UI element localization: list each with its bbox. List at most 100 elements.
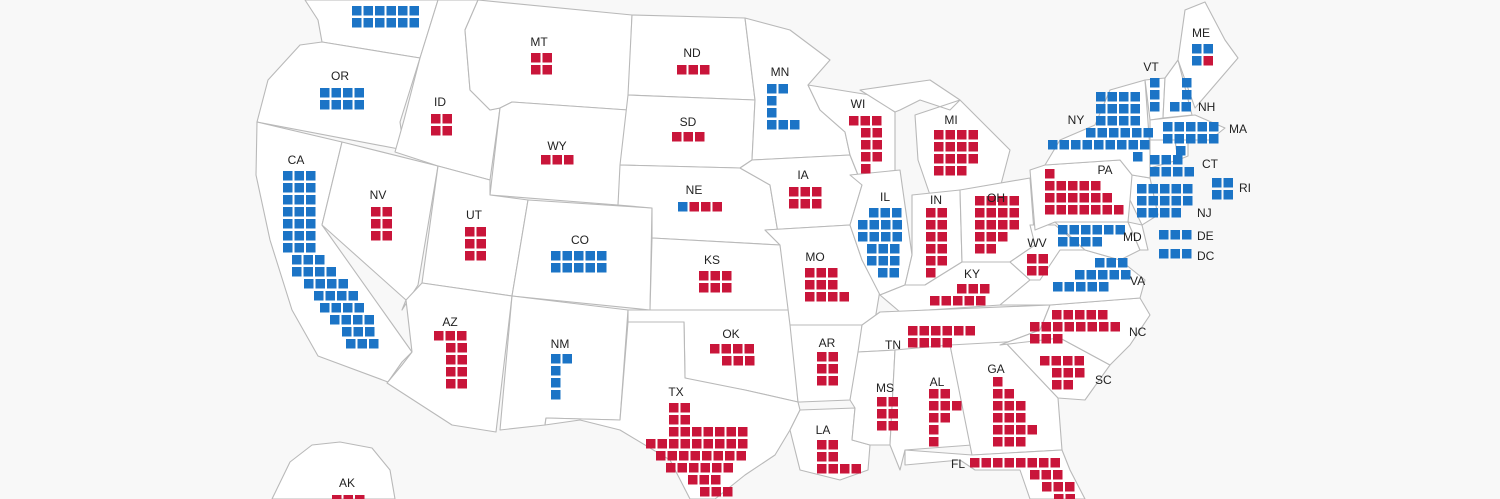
- electoral-vote-ma-dem: [1163, 134, 1173, 144]
- electoral-vote-ny-dem: [1086, 128, 1096, 138]
- electoral-vote-la-rep: [817, 464, 827, 474]
- electoral-vote-az-rep: [457, 379, 467, 389]
- electoral-vote-sd-rep: [683, 132, 693, 142]
- electoral-vote-ia-rep: [800, 199, 810, 209]
- electoral-vote-wa-dem: [409, 18, 419, 28]
- electoral-vote-vt-dem: [1150, 90, 1160, 100]
- electoral-vote-ma-dem: [1163, 122, 1173, 132]
- electoral-vote-nh-dem: [1181, 102, 1191, 112]
- electoral-vote-ut-rep: [476, 239, 486, 249]
- electoral-vote-al-rep: [929, 425, 939, 435]
- electoral-vote-tn-rep: [931, 338, 941, 348]
- electoral-vote-md-dem: [1092, 237, 1102, 247]
- electoral-vote-fl-rep: [1027, 458, 1037, 468]
- electoral-vote-ky-rep: [980, 284, 990, 294]
- electoral-vote-al-rep: [929, 413, 939, 423]
- electoral-vote-mo-rep: [805, 268, 815, 278]
- electoral-vote-mi-rep: [968, 130, 978, 140]
- electoral-vote-la-rep: [817, 440, 827, 450]
- electoral-vote-ca-dem: [283, 171, 293, 181]
- electoral-vote-ia-rep: [789, 187, 799, 197]
- electoral-vote-in-rep: [937, 220, 947, 230]
- electoral-vote-co-dem: [585, 263, 595, 273]
- electoral-vote-tx-rep: [700, 463, 710, 473]
- electoral-vote-mi-rep: [968, 154, 978, 164]
- electoral-vote-az-rep: [457, 343, 467, 353]
- electoral-vote-oh-rep: [975, 220, 985, 230]
- electoral-vote-ca-dem: [315, 255, 325, 265]
- electoral-vote-ri-dem: [1223, 178, 1233, 188]
- electoral-vote-fl-rep: [1053, 482, 1063, 492]
- electoral-vote-ok-rep: [722, 356, 732, 366]
- electoral-vote-md-dem: [1104, 225, 1114, 235]
- electoral-vote-pa-rep: [1045, 169, 1055, 179]
- electoral-vote-co-dem: [574, 263, 584, 273]
- electoral-vote-az-rep: [457, 367, 467, 377]
- electoral-vote-nj-dem: [1148, 184, 1158, 194]
- electoral-vote-ca-dem: [294, 243, 304, 253]
- state-label: SC: [1095, 373, 1112, 387]
- electoral-vote-nc-rep: [1030, 334, 1040, 344]
- electoral-vote-ga-rep: [1016, 401, 1026, 411]
- electoral-vote-me-dem: [1192, 44, 1202, 54]
- electoral-vote-pa-rep: [1045, 193, 1055, 203]
- electoral-vote-mi-rep: [945, 130, 955, 140]
- electoral-vote-mi-rep: [934, 142, 944, 152]
- electoral-vote-oh-rep: [1009, 208, 1019, 218]
- electoral-vote-nc-rep: [1087, 322, 1097, 332]
- electoral-vote-nm-dem: [551, 390, 561, 400]
- electoral-vote-wi-rep: [872, 116, 882, 126]
- electoral-vote-ny-dem: [1132, 128, 1142, 138]
- electoral-vote-wa-dem: [409, 6, 419, 16]
- electoral-vote-ny-dem: [1128, 140, 1138, 150]
- electoral-vote-ma-dem: [1174, 134, 1184, 144]
- electoral-vote-il-dem: [858, 232, 868, 242]
- electoral-vote-nc-rep: [1086, 310, 1096, 320]
- electoral-vote-wa-dem: [352, 18, 362, 28]
- electoral-vote-ma-dem: [1197, 122, 1207, 132]
- electoral-vote-oh-rep: [986, 244, 996, 254]
- electoral-vote-sd-rep: [695, 132, 705, 142]
- electoral-vote-fl-rep: [1050, 458, 1060, 468]
- electoral-vote-nc-rep: [1110, 322, 1120, 332]
- electoral-vote-ga-rep: [1004, 401, 1014, 411]
- electoral-vote-oh-rep: [986, 208, 996, 218]
- electoral-vote-md-dem: [1115, 225, 1125, 235]
- state-label: IA: [797, 168, 808, 182]
- electoral-vote-mn-dem: [767, 84, 777, 94]
- electoral-vote-il-dem: [869, 232, 879, 242]
- electoral-vote-nc-rep: [1064, 322, 1074, 332]
- electoral-vote-sc-rep: [1052, 380, 1062, 390]
- electoral-vote-ca-dem: [303, 255, 313, 265]
- electoral-vote-or-dem: [331, 88, 341, 98]
- electoral-vote-ny-dem: [1119, 104, 1129, 114]
- electoral-vote-nc-rep: [1063, 310, 1073, 320]
- state-label: NM: [551, 337, 570, 351]
- electoral-vote-tx-rep: [669, 439, 679, 449]
- electoral-vote-oh-rep: [975, 232, 985, 242]
- electoral-vote-ct-dem: [1161, 155, 1171, 165]
- state-label: RI: [1239, 181, 1251, 195]
- electoral-vote-mo-rep: [816, 292, 826, 302]
- electoral-vote-il-dem: [892, 232, 902, 242]
- electoral-vote-mi-rep: [957, 130, 967, 140]
- electoral-vote-ca-dem: [342, 327, 352, 337]
- electoral-vote-wv-rep: [1027, 254, 1037, 264]
- state-label: ND: [683, 46, 701, 60]
- electoral-vote-pa-rep: [1079, 193, 1089, 203]
- electoral-vote-in-rep: [926, 268, 936, 278]
- electoral-vote-mt-rep: [531, 65, 541, 75]
- electoral-vote-ak-rep: [332, 495, 342, 499]
- electoral-vote-mi-rep: [957, 166, 967, 176]
- electoral-vote-va-dem: [1118, 258, 1128, 268]
- electoral-vote-ut-rep: [465, 227, 475, 237]
- electoral-vote-sd-rep: [672, 132, 682, 142]
- electoral-vote-co-dem: [585, 251, 595, 261]
- electoral-vote-ca-dem: [304, 279, 314, 289]
- electoral-vote-ny-dem: [1119, 92, 1129, 102]
- electoral-vote-wi-rep: [861, 164, 871, 174]
- electoral-vote-ar-rep: [817, 376, 827, 386]
- electoral-vote-il-dem: [867, 256, 877, 266]
- electoral-vote-sc-rep: [1051, 356, 1061, 366]
- electoral-vote-ri-dem: [1223, 190, 1233, 200]
